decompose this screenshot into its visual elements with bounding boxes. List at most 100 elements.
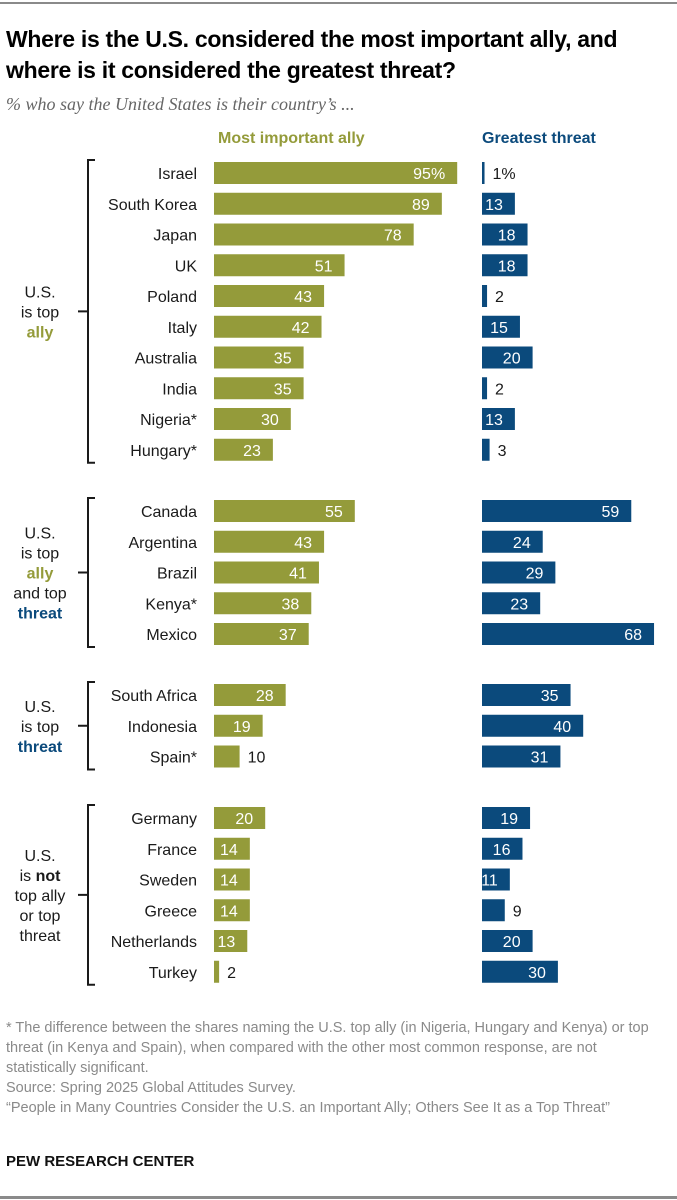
ally-bar bbox=[214, 837, 250, 860]
ally-value-label: 14 bbox=[220, 903, 238, 920]
threat-value-label: 18 bbox=[498, 228, 516, 245]
threat-value-label: 31 bbox=[531, 750, 549, 767]
ally-value-label: 35 bbox=[274, 381, 292, 398]
ally-bar bbox=[214, 899, 250, 922]
threat-value-label: 19 bbox=[500, 811, 518, 828]
ally-value-label: 38 bbox=[281, 596, 299, 613]
group-label-line: is top bbox=[21, 304, 59, 321]
country-label: Hungary* bbox=[130, 443, 197, 460]
threat-value-label: 20 bbox=[503, 934, 521, 951]
country-label: Kenya* bbox=[145, 596, 197, 613]
ally-value-label: 23 bbox=[243, 443, 261, 460]
threat-value-label: 59 bbox=[601, 504, 619, 521]
ally-bar bbox=[214, 254, 345, 277]
country-label: Australia bbox=[135, 351, 197, 368]
country-label: South Korea bbox=[108, 197, 197, 214]
group-bracket bbox=[78, 159, 95, 464]
group-label-part: and top bbox=[13, 586, 66, 603]
ally-value-label: 14 bbox=[220, 842, 238, 859]
ally-value-label: 30 bbox=[261, 412, 279, 429]
threat-bar bbox=[482, 162, 485, 184]
threat-bar bbox=[482, 346, 533, 369]
threat-bar bbox=[482, 930, 533, 952]
threat-value-label: 1% bbox=[493, 166, 516, 183]
country-label: Argentina bbox=[129, 535, 198, 552]
ally-bar bbox=[214, 346, 304, 369]
ally-value-label: 35 bbox=[274, 351, 292, 368]
threat-bar bbox=[482, 807, 531, 829]
group-label-part: threat bbox=[18, 606, 63, 623]
threat-bar bbox=[482, 592, 541, 615]
ally-value-label: 20 bbox=[235, 811, 253, 828]
threat-value-label: 13 bbox=[485, 412, 503, 429]
ally-bar bbox=[214, 162, 458, 184]
ally-value-label: 13 bbox=[217, 934, 235, 951]
country-label: France bbox=[147, 842, 197, 859]
threat-value-label: 23 bbox=[510, 596, 528, 613]
source-note: Source: Spring 2025 Global Attitudes Sur… bbox=[6, 1080, 296, 1096]
ally-value-label: 41 bbox=[289, 566, 307, 583]
ally-bar bbox=[214, 192, 442, 215]
country-label: Indonesia bbox=[128, 719, 197, 736]
group-label-line: threat bbox=[18, 739, 63, 756]
group-label-line: U.S. bbox=[24, 284, 55, 301]
group-label-line: U.S. bbox=[24, 699, 55, 716]
threat-bar bbox=[482, 438, 490, 461]
threat-value-label: 20 bbox=[503, 351, 521, 368]
ally-bar bbox=[214, 592, 312, 615]
group-label-part: is top bbox=[21, 304, 59, 321]
country-label: Poland bbox=[147, 289, 197, 306]
ally-bar bbox=[214, 561, 319, 584]
threat-bar bbox=[482, 254, 528, 277]
group-label-line: U.S. bbox=[24, 848, 55, 865]
threat-value-label: 30 bbox=[528, 965, 546, 982]
threat-value-label: 3 bbox=[498, 443, 507, 460]
group-label-part: top ally bbox=[15, 888, 66, 905]
group-label-line: ally bbox=[27, 324, 54, 341]
threat-value-label: 16 bbox=[493, 842, 511, 859]
ally-bar bbox=[214, 745, 240, 768]
group-label-part: ally bbox=[27, 566, 54, 583]
threat-bar bbox=[482, 714, 584, 737]
group-label-line: and top bbox=[13, 586, 66, 603]
threat-bar bbox=[482, 868, 510, 891]
threat-value-label: 15 bbox=[490, 320, 508, 337]
threat-value-label: 2 bbox=[495, 381, 504, 398]
ally-value-label: 2 bbox=[227, 965, 236, 982]
ally-value-label: 55 bbox=[325, 504, 343, 521]
threat-value-label: 2 bbox=[495, 289, 504, 306]
top-rule bbox=[0, 2, 677, 4]
group-label-line: threat bbox=[18, 606, 63, 623]
group-label-line: is not bbox=[20, 868, 62, 885]
threat-value-label: 9 bbox=[513, 903, 522, 920]
chart-subtitle: % who say the United States is their cou… bbox=[6, 94, 355, 114]
country-label: Japan bbox=[153, 228, 197, 245]
country-label: Canada bbox=[141, 504, 197, 521]
ally-bar bbox=[214, 960, 220, 983]
group-label-line: is top bbox=[21, 546, 59, 563]
group-label-part: threat bbox=[20, 928, 61, 945]
ally-value-label: 28 bbox=[256, 688, 274, 705]
group-label-part: not bbox=[36, 868, 62, 885]
column-header-threat: Greatest threat bbox=[482, 130, 596, 147]
ally-bar bbox=[214, 930, 248, 952]
report-title-note: “People in Many Countries Consider the U… bbox=[6, 1100, 610, 1116]
group-label-line: top ally bbox=[15, 888, 66, 905]
country-label: Greece bbox=[145, 903, 198, 920]
threat-bar bbox=[482, 561, 556, 584]
country-label: Italy bbox=[168, 320, 197, 337]
ally-value-label: 89 bbox=[412, 197, 430, 214]
ally-value-label: 43 bbox=[294, 289, 312, 306]
ally-value-label: 19 bbox=[233, 719, 251, 736]
ally-bar bbox=[214, 500, 355, 522]
group-bracket bbox=[78, 681, 95, 771]
country-label: Nigeria* bbox=[140, 412, 197, 429]
ally-bar bbox=[214, 315, 322, 338]
threat-bar bbox=[482, 315, 520, 338]
group-label-part: threat bbox=[18, 739, 63, 756]
country-label: Turkey bbox=[149, 965, 197, 982]
group-label-line: threat bbox=[20, 928, 61, 945]
column-header-ally: Most important ally bbox=[218, 130, 365, 147]
threat-value-label: 68 bbox=[624, 627, 642, 644]
country-label: Israel bbox=[158, 166, 197, 183]
